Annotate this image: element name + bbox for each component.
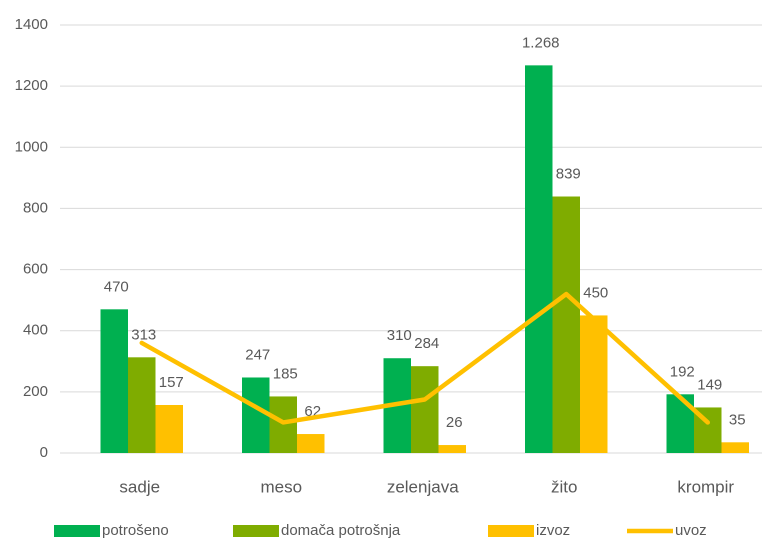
x-tick-label: krompir	[677, 477, 734, 496]
data-label: 470	[104, 278, 129, 295]
y-tick-label: 400	[23, 322, 48, 339]
legend-label: izvoz	[536, 522, 570, 539]
data-label: 149	[697, 376, 722, 393]
bar	[411, 366, 439, 453]
data-label: 1.268	[522, 34, 560, 51]
legend-swatch	[488, 525, 534, 537]
y-tick-label: 600	[23, 261, 48, 278]
bar	[155, 405, 183, 453]
bar	[721, 442, 749, 453]
data-label: 26	[446, 414, 463, 431]
bar	[438, 445, 466, 453]
data-label: 313	[131, 326, 156, 343]
data-label: 157	[159, 374, 184, 391]
y-tick-label: 200	[23, 383, 48, 400]
data-label: 192	[670, 363, 695, 380]
bar	[580, 315, 608, 453]
data-label: 284	[414, 335, 439, 352]
bar	[666, 394, 694, 453]
bar	[297, 434, 325, 453]
y-tick-label: 1000	[15, 138, 48, 155]
data-label: 185	[273, 365, 298, 382]
bar	[552, 196, 580, 453]
bar	[100, 309, 128, 453]
bar	[269, 396, 297, 453]
line	[139, 291, 710, 425]
y-tick-label: 1400	[15, 16, 48, 33]
y-tick-label: 800	[23, 199, 48, 216]
data-label: 310	[387, 327, 412, 344]
legend-label: potrošeno	[102, 522, 169, 539]
legend-swatch	[233, 525, 279, 537]
bar	[525, 65, 553, 454]
bar	[242, 377, 270, 453]
y-tick-label: 1200	[15, 77, 48, 94]
data-label: 247	[245, 346, 270, 363]
bar	[128, 357, 156, 453]
data-label: 35	[729, 411, 746, 428]
legend-swatch	[54, 525, 100, 537]
x-tick-label: meso	[260, 477, 302, 496]
x-tick-label: zelenjava	[387, 477, 459, 496]
x-tick-label: žito	[551, 477, 577, 496]
y-tick-label: 0	[40, 444, 48, 461]
legend-label: domača potrošnja	[281, 522, 401, 539]
data-label: 450	[583, 284, 608, 301]
legend-label: uvoz	[675, 522, 707, 539]
data-label: 839	[556, 165, 581, 182]
x-tick-label: sadje	[119, 477, 160, 496]
